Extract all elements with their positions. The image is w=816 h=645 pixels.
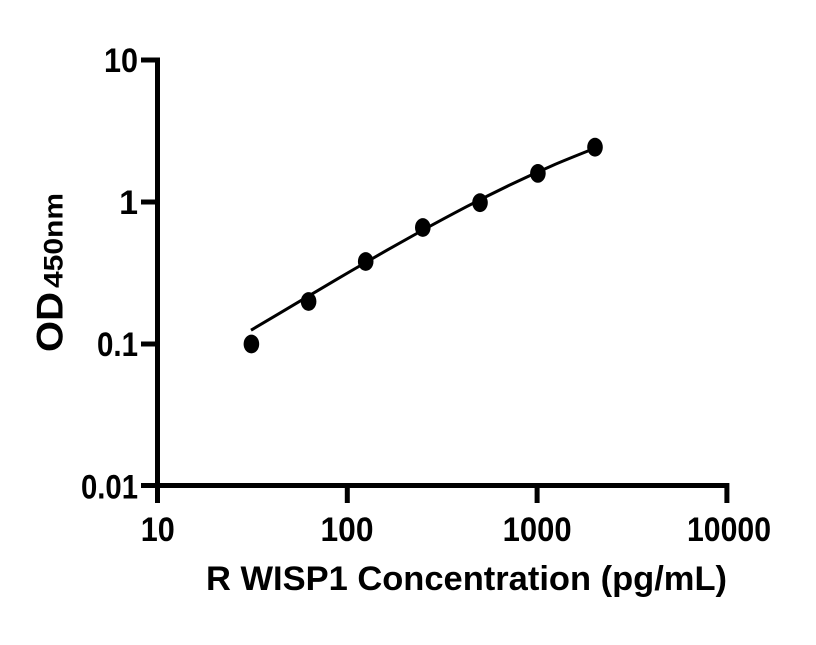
svg-text:0.1: 0.1 xyxy=(97,326,138,364)
svg-text:R WISP1 Concentration (pg/mL): R WISP1 Concentration (pg/mL) xyxy=(206,560,727,598)
svg-text:OD450nm: OD450nm xyxy=(30,193,71,352)
svg-text:1000: 1000 xyxy=(503,511,572,549)
svg-text:100: 100 xyxy=(321,511,374,549)
svg-text:1: 1 xyxy=(119,184,138,222)
svg-text:10: 10 xyxy=(141,511,175,549)
svg-text:0.01: 0.01 xyxy=(81,469,138,507)
svg-text:10000: 10000 xyxy=(687,511,771,549)
svg-text:10: 10 xyxy=(104,42,138,80)
